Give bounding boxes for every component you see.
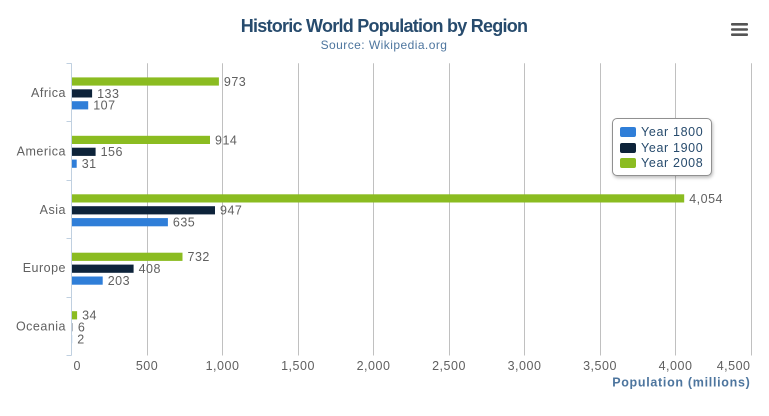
svg-text:6: 6: [78, 321, 85, 335]
svg-text:156: 156: [101, 145, 123, 159]
svg-text:635: 635: [173, 216, 195, 230]
svg-text:203: 203: [108, 274, 130, 288]
svg-text:4,000: 4,000: [659, 359, 693, 373]
svg-text:3,000: 3,000: [508, 359, 542, 373]
svg-text:973: 973: [224, 75, 246, 89]
svg-text:4,500: 4,500: [717, 359, 751, 373]
svg-text:2,000: 2,000: [357, 359, 391, 373]
svg-text:America: America: [17, 144, 66, 158]
svg-text:2: 2: [77, 333, 84, 347]
svg-text:2,500: 2,500: [432, 359, 466, 373]
svg-text:Source: Wikipedia.org: Source: Wikipedia.org: [321, 38, 448, 52]
svg-text:1,500: 1,500: [281, 359, 315, 373]
svg-text:408: 408: [139, 262, 161, 276]
svg-text:Africa: Africa: [31, 86, 66, 100]
svg-text:500: 500: [136, 359, 158, 373]
svg-text:3,500: 3,500: [583, 359, 617, 373]
svg-text:Oceania: Oceania: [16, 320, 66, 334]
svg-text:133: 133: [97, 87, 119, 101]
svg-text:Population (millions): Population (millions): [612, 376, 750, 390]
svg-text:732: 732: [188, 250, 210, 264]
svg-text:4,054: 4,054: [689, 192, 723, 206]
svg-text:34: 34: [82, 309, 97, 323]
svg-text:1,000: 1,000: [206, 359, 240, 373]
svg-text:914: 914: [215, 133, 237, 147]
svg-text:Europe: Europe: [23, 261, 66, 275]
svg-text:Historic World Population by R: Historic World Population by Region: [241, 16, 527, 36]
svg-text:947: 947: [220, 204, 242, 218]
svg-text:0: 0: [74, 359, 81, 373]
svg-text:31: 31: [82, 157, 97, 171]
svg-text:Asia: Asia: [40, 203, 66, 217]
svg-text:107: 107: [93, 99, 115, 113]
